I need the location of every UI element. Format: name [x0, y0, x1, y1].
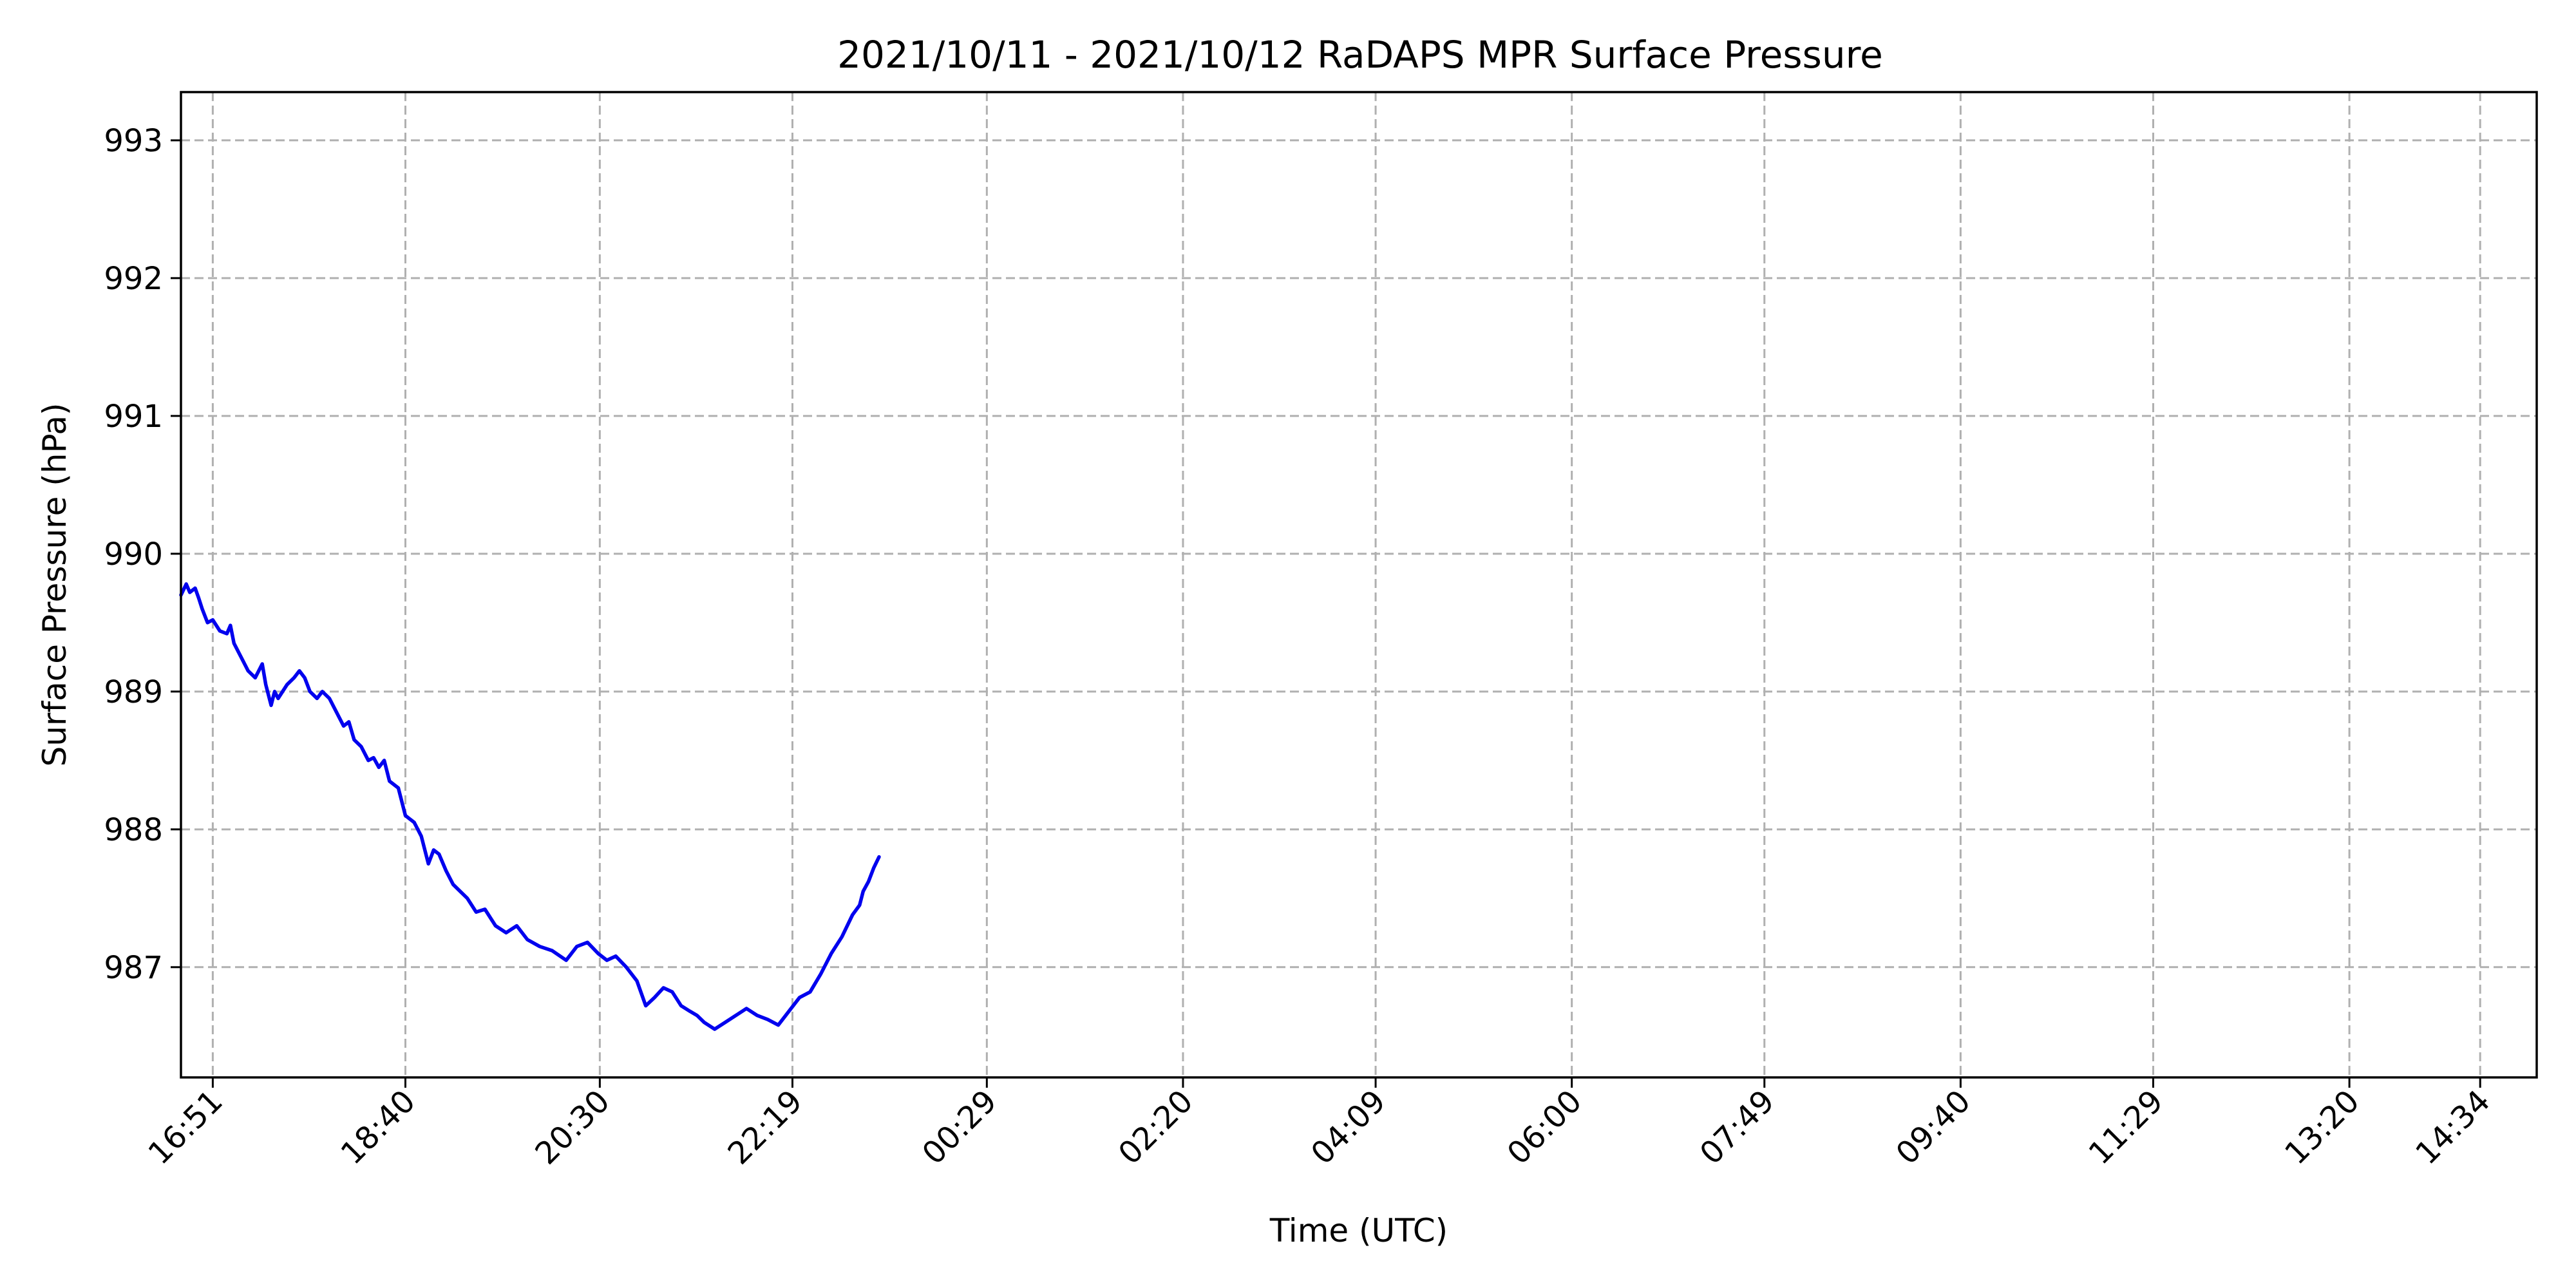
- y-tick-label: 991: [104, 399, 163, 435]
- y-tick-label: 987: [104, 950, 163, 986]
- series-layer: [179, 582, 881, 1031]
- chart-title: 2021/10/11 - 2021/10/12 RaDAPS MPR Surfa…: [837, 33, 1883, 77]
- x-axis-label: Time (UTC): [1269, 1212, 1448, 1249]
- y-tick-label: 990: [104, 536, 163, 573]
- y-tick-label: 993: [104, 123, 163, 159]
- y-axis-label: Surface Pressure (hPa): [36, 402, 73, 766]
- grid-layer: [181, 92, 2537, 1077]
- y-tick-label: 992: [104, 261, 163, 297]
- y-tick-label: 989: [104, 674, 163, 710]
- pressure-series-line: [179, 582, 881, 1031]
- y-tick-label: 988: [104, 812, 163, 848]
- plot-frame: [180, 91, 2538, 1079]
